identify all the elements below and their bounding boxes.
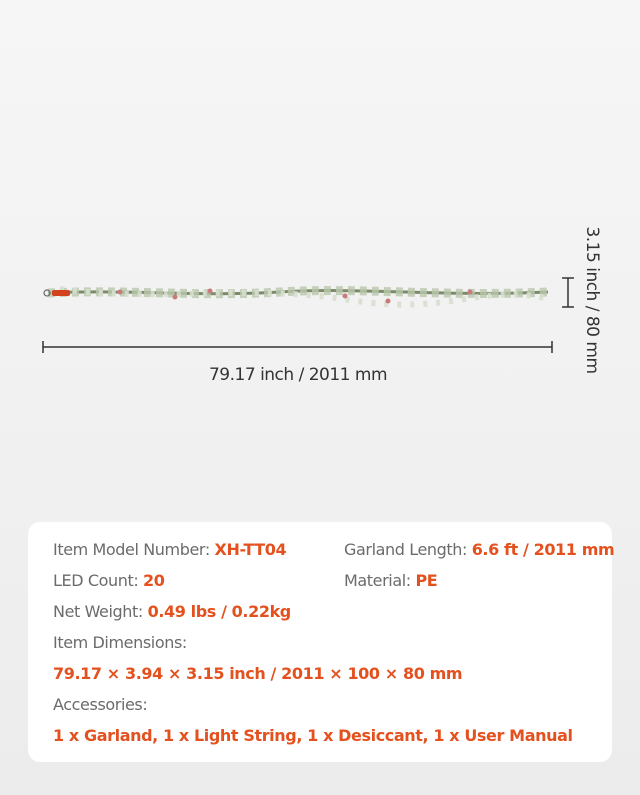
spec-value: XH-TT04 xyxy=(214,540,287,559)
spec-label-row: Accessories: xyxy=(53,695,148,714)
spec-value: 79.17 × 3.94 × 3.15 inch / 2011 × 100 × … xyxy=(53,664,463,683)
spec-value-row: 1 x Garland, 1 x Light String, 1 x Desic… xyxy=(53,726,573,745)
height-dimension-line xyxy=(562,277,574,308)
spec-row: Garland Length: 6.6 ft / 2011 mm xyxy=(344,540,615,559)
spec-row: Item Model Number: XH-TT04 xyxy=(53,540,287,559)
spec-label: Accessories: xyxy=(53,695,148,714)
spec-value: 0.49 lbs / 0.22kg xyxy=(147,602,292,621)
spec-value: PE xyxy=(415,571,438,590)
spec-row: Net Weight: 0.49 lbs / 0.22kg xyxy=(53,602,291,621)
spec-row: LED Count: 20 xyxy=(53,571,165,590)
spec-label-row: Item Dimensions: xyxy=(53,633,187,652)
garland xyxy=(43,286,549,308)
spec-value-row: 79.17 × 3.94 × 3.15 inch / 2011 × 100 × … xyxy=(53,664,463,683)
spec-label: Net Weight: xyxy=(53,602,143,621)
length-label: 79.17 inch / 2011 mm xyxy=(208,365,388,385)
spec-value: 1 x Garland, 1 x Light String, 1 x Desic… xyxy=(53,726,573,745)
height-label: 3.15 inch / 80 mm xyxy=(582,226,602,374)
length-dimension-line xyxy=(42,341,553,353)
product-illustration xyxy=(42,277,574,353)
spec-value: 20 xyxy=(143,571,165,590)
spec-label: Garland Length: xyxy=(344,540,467,559)
spec-label: Item Dimensions: xyxy=(53,633,187,652)
spec-card: Item Model Number: XH-TT04 Garland Lengt… xyxy=(28,522,615,762)
spec-value: 6.6 ft / 2011 mm xyxy=(471,540,615,559)
spec-row: Material: PE xyxy=(344,571,438,590)
spec-label: Material: xyxy=(344,571,411,590)
spec-label: Item Model Number: xyxy=(53,540,210,559)
spec-label: LED Count: xyxy=(53,571,139,590)
